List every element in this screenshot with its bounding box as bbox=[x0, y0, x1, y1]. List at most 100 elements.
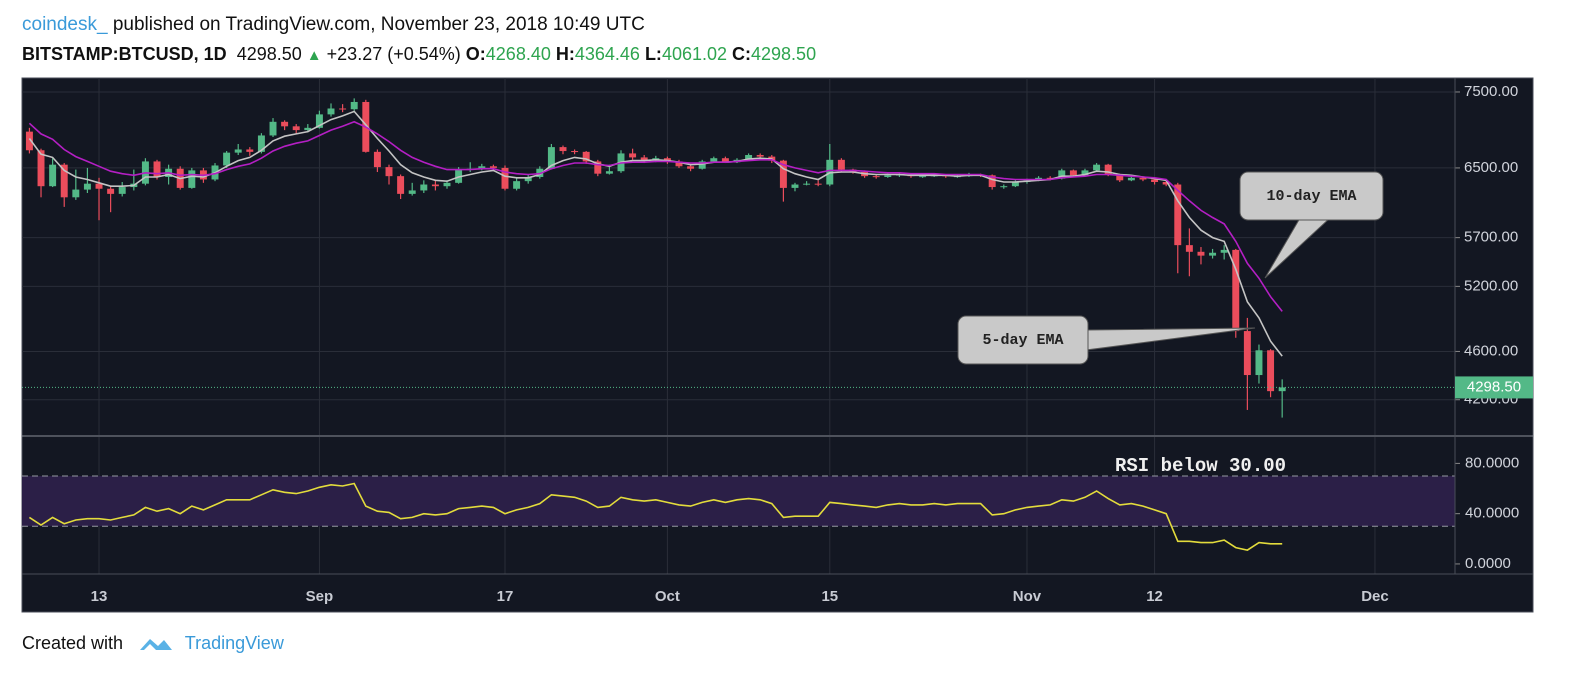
change: +23.27 (+0.54%) bbox=[326, 44, 461, 64]
up-arrow: ▲ bbox=[306, 47, 322, 64]
ohlc-value: 4364.46 bbox=[574, 44, 640, 64]
candle-body bbox=[721, 158, 729, 163]
y-tick-label: 7500.00 bbox=[1464, 83, 1518, 100]
x-tick-label: 17 bbox=[497, 588, 514, 605]
candle-body bbox=[1116, 174, 1124, 181]
candle-body bbox=[49, 164, 57, 187]
candle-body bbox=[524, 176, 532, 182]
rsi-annotation: RSI below 30.00 bbox=[1115, 455, 1286, 477]
candle-body bbox=[1267, 350, 1275, 392]
candle-body bbox=[594, 161, 602, 174]
candle-body bbox=[571, 151, 579, 153]
candle-body bbox=[814, 183, 822, 185]
candle-body bbox=[257, 135, 265, 152]
logo bbox=[140, 639, 173, 651]
candle-body bbox=[1069, 170, 1077, 176]
ohlc-label: L: bbox=[644, 44, 662, 64]
candle-body bbox=[25, 131, 33, 151]
candle-body bbox=[304, 127, 312, 131]
ohlc-value: 4061.02 bbox=[661, 44, 728, 64]
candle-body bbox=[478, 166, 486, 169]
candle-body bbox=[629, 153, 637, 158]
candle-body bbox=[269, 121, 277, 136]
candle-body bbox=[107, 188, 115, 194]
candle-body bbox=[373, 151, 381, 168]
candle-body bbox=[640, 157, 648, 161]
candle-body bbox=[1220, 249, 1228, 253]
author[interactable]: coindesk_ bbox=[22, 14, 108, 35]
candle-body bbox=[37, 150, 45, 187]
footer: Created with TradingView bbox=[22, 633, 284, 654]
candle-body bbox=[1127, 177, 1135, 181]
candle-body bbox=[687, 166, 695, 169]
x-tick-label: 12 bbox=[1146, 588, 1163, 605]
candle-body bbox=[1046, 177, 1054, 179]
candle-body bbox=[153, 161, 161, 177]
candle-body bbox=[837, 159, 845, 170]
candle-body bbox=[559, 147, 567, 152]
candle-body bbox=[95, 183, 103, 189]
candle-body bbox=[1081, 170, 1089, 176]
candle-body bbox=[1093, 164, 1101, 171]
published: published on TradingView.com, November 2… bbox=[112, 14, 645, 35]
candle-body bbox=[281, 121, 289, 127]
symbol: BITSTAMP:BTCUSD, 1D bbox=[22, 44, 227, 64]
y-tick-label: 6500.00 bbox=[1464, 159, 1518, 176]
candle-body bbox=[513, 181, 521, 189]
y-tick-label: 5200.00 bbox=[1464, 277, 1518, 294]
candle-body bbox=[327, 108, 335, 115]
candle-body bbox=[872, 176, 880, 178]
y-tick-label: 80.0000 bbox=[1465, 454, 1519, 471]
candle-body bbox=[83, 183, 91, 190]
candle-body bbox=[710, 158, 718, 162]
footer-brand[interactable]: TradingView bbox=[184, 633, 284, 653]
candle-body bbox=[1243, 331, 1251, 376]
y-tick-label: 5700.00 bbox=[1464, 229, 1518, 246]
callout-text: 10-day EMA bbox=[1266, 188, 1356, 205]
candle-body bbox=[489, 166, 497, 168]
candle-body bbox=[408, 190, 416, 194]
candle-body bbox=[1232, 249, 1240, 332]
ohlc-label: O: bbox=[465, 44, 486, 64]
candle-body bbox=[118, 187, 126, 194]
candle-body bbox=[919, 176, 927, 178]
candle-body bbox=[223, 152, 231, 166]
candle-body bbox=[803, 183, 811, 185]
candle-body bbox=[1209, 252, 1217, 256]
candle-body bbox=[756, 155, 764, 157]
candle-body bbox=[501, 167, 509, 189]
candle-body bbox=[988, 175, 996, 188]
ohlc-label: C: bbox=[732, 44, 752, 64]
candle-body bbox=[60, 164, 68, 198]
x-tick-label: Nov bbox=[1013, 588, 1042, 605]
ohlc-label: H: bbox=[555, 44, 575, 64]
x-tick-label: 15 bbox=[821, 588, 838, 605]
ema-line bbox=[28, 120, 1283, 312]
candle-body bbox=[1011, 181, 1019, 187]
candle-body bbox=[1151, 179, 1159, 182]
callout-box bbox=[957, 315, 1089, 365]
price: 4298.50 bbox=[236, 44, 302, 64]
callout-text: 5-day EMA bbox=[982, 332, 1063, 349]
candle-body bbox=[547, 147, 555, 169]
candle-body bbox=[350, 101, 358, 110]
candle-body bbox=[605, 171, 613, 174]
candle-body bbox=[1000, 186, 1008, 188]
candle-body bbox=[1255, 350, 1263, 376]
candle-body bbox=[1104, 164, 1112, 175]
candle-body bbox=[397, 176, 405, 194]
callout-box bbox=[1239, 171, 1384, 221]
candle-body bbox=[339, 108, 347, 110]
candle-body bbox=[1278, 387, 1286, 392]
candle-body bbox=[745, 155, 753, 160]
candle-body bbox=[246, 149, 254, 152]
candle-body bbox=[72, 189, 80, 198]
candle-body bbox=[675, 161, 683, 167]
x-tick-label: Dec bbox=[1361, 588, 1389, 605]
candle-body bbox=[1197, 251, 1205, 256]
x-tick-label: Sep bbox=[306, 588, 334, 605]
rsi-band bbox=[22, 475, 1455, 527]
candle-body bbox=[385, 167, 393, 177]
